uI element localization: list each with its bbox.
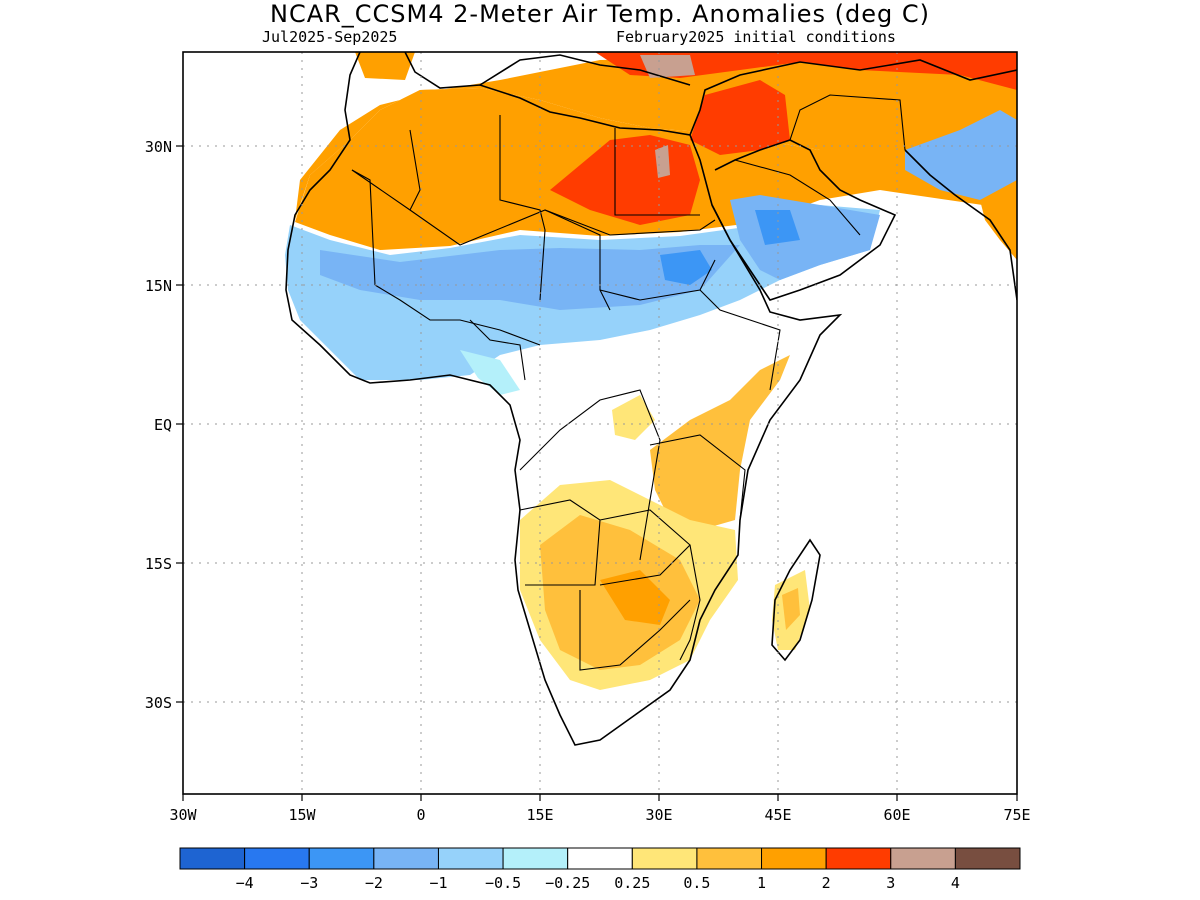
border-tanzania bbox=[649, 434, 746, 521]
x-tick-75e: 75E bbox=[1003, 806, 1030, 824]
initial-conditions-label: February2025 initial conditions bbox=[616, 28, 896, 46]
colorbar-label: 1 bbox=[757, 874, 766, 892]
y-tick-eq: EQ bbox=[154, 416, 172, 434]
anomaly-arabia-core bbox=[755, 210, 800, 245]
anomaly-middle-east-core bbox=[690, 80, 790, 155]
forecast-period: Jul2025-Sep2025 bbox=[262, 28, 398, 46]
colorbar bbox=[179, 847, 1021, 870]
x-tick-30w: 30W bbox=[169, 806, 197, 824]
colorbar-swatch bbox=[373, 847, 439, 870]
colorbar-label: −0.25 bbox=[545, 874, 590, 892]
gridlines bbox=[183, 52, 1017, 794]
border-saudi bbox=[734, 159, 861, 236]
border-west-africa bbox=[374, 284, 541, 346]
border-mozambique bbox=[679, 544, 701, 661]
anomaly-mediterranean bbox=[355, 52, 415, 80]
x-tick-45e: 45E bbox=[764, 806, 791, 824]
anomaly-extreme-patch-2 bbox=[655, 145, 670, 178]
colorbar-label: 4 bbox=[951, 874, 960, 892]
y-tick-30s: 30S bbox=[145, 694, 172, 712]
colorbar-labels: −4 −3 −2 −1 −0.5 −0.25 0.25 0.5 1 2 3 4 bbox=[236, 874, 960, 892]
colorbar-swatch bbox=[696, 847, 763, 870]
colorbar-label: 0.5 bbox=[683, 874, 710, 892]
colorbar-swatch bbox=[954, 847, 1021, 870]
y-tick-30n: 30N bbox=[145, 138, 172, 156]
colorbar-label: −1 bbox=[429, 874, 447, 892]
border-sudan bbox=[599, 259, 716, 301]
anomaly-sahel-core bbox=[660, 250, 712, 285]
colorbar-swatch bbox=[437, 847, 504, 870]
x-tick-15e: 15E bbox=[526, 806, 553, 824]
colorbar-swatch bbox=[567, 847, 633, 870]
border-nigeria bbox=[469, 319, 526, 381]
border-mauritania bbox=[351, 169, 376, 286]
x-tick-30e: 30E bbox=[645, 806, 672, 824]
colorbar-swatch bbox=[179, 847, 246, 870]
plot-frame bbox=[182, 51, 1018, 795]
colorbar-label: −2 bbox=[365, 874, 383, 892]
y-tick-labels: 30N 15N EQ 15S 30S bbox=[145, 138, 172, 712]
colorbar-label: 2 bbox=[822, 874, 831, 892]
border-chad bbox=[544, 209, 611, 311]
anomaly-extreme-patch bbox=[640, 55, 695, 78]
colorbar-swatch bbox=[825, 847, 892, 870]
y-tick-15n: 15N bbox=[145, 277, 172, 295]
colorbar-swatch bbox=[631, 847, 698, 870]
persian-gulf-coastline bbox=[904, 149, 1017, 301]
border-ethiopia bbox=[699, 289, 781, 391]
colorbar-swatch bbox=[890, 847, 956, 870]
border-drc bbox=[519, 389, 661, 561]
colorbar-label: −4 bbox=[236, 874, 254, 892]
colorbar-label: −3 bbox=[300, 874, 318, 892]
colorbar-swatch bbox=[244, 847, 310, 870]
colorbar-swatch bbox=[502, 847, 569, 870]
border-libya bbox=[499, 115, 546, 301]
colorbar-label: 0.25 bbox=[614, 874, 650, 892]
x-tick-0: 0 bbox=[416, 806, 425, 824]
anomaly-sahel-south-edge bbox=[460, 350, 520, 395]
map-title: NCAR_CCSM4 2-Meter Air Temp. Anomalies (… bbox=[269, 0, 930, 28]
border-southern-africa bbox=[579, 590, 691, 671]
anomaly-field bbox=[285, 52, 1017, 690]
country-borders bbox=[351, 94, 906, 671]
anomaly-central-warm bbox=[612, 395, 655, 440]
middle-east-coastline bbox=[689, 59, 1017, 136]
africa-coastline bbox=[285, 52, 843, 746]
border-iraq-iran bbox=[789, 94, 906, 151]
x-tick-labels: 30W 15W 0 15E 30E 45E 60E 75E bbox=[169, 806, 1030, 824]
anomaly-southern-africa-hot bbox=[600, 570, 670, 625]
anomaly-iran-warm bbox=[980, 185, 1017, 260]
border-algeria-mali bbox=[409, 129, 421, 211]
mediterranean-coastline bbox=[479, 54, 691, 86]
coastlines bbox=[285, 52, 1017, 746]
anomaly-madagascar-core bbox=[782, 588, 800, 630]
x-tick-marks bbox=[182, 794, 1018, 801]
colorbar-swatch bbox=[308, 847, 375, 870]
x-tick-15w: 15W bbox=[288, 806, 316, 824]
y-tick-15s: 15S bbox=[145, 555, 172, 573]
colorbar-swatch bbox=[761, 847, 827, 870]
y-tick-marks bbox=[176, 145, 183, 703]
anomaly-sahel-inner bbox=[320, 245, 740, 310]
colorbar-label: −0.5 bbox=[485, 874, 521, 892]
anomaly-sahara bbox=[295, 58, 1017, 220]
colorbar-label: 3 bbox=[886, 874, 895, 892]
border-egypt bbox=[614, 128, 700, 216]
madagascar-coastline bbox=[771, 538, 821, 662]
anomaly-east-africa bbox=[650, 355, 790, 530]
x-tick-60e: 60E bbox=[883, 806, 910, 824]
